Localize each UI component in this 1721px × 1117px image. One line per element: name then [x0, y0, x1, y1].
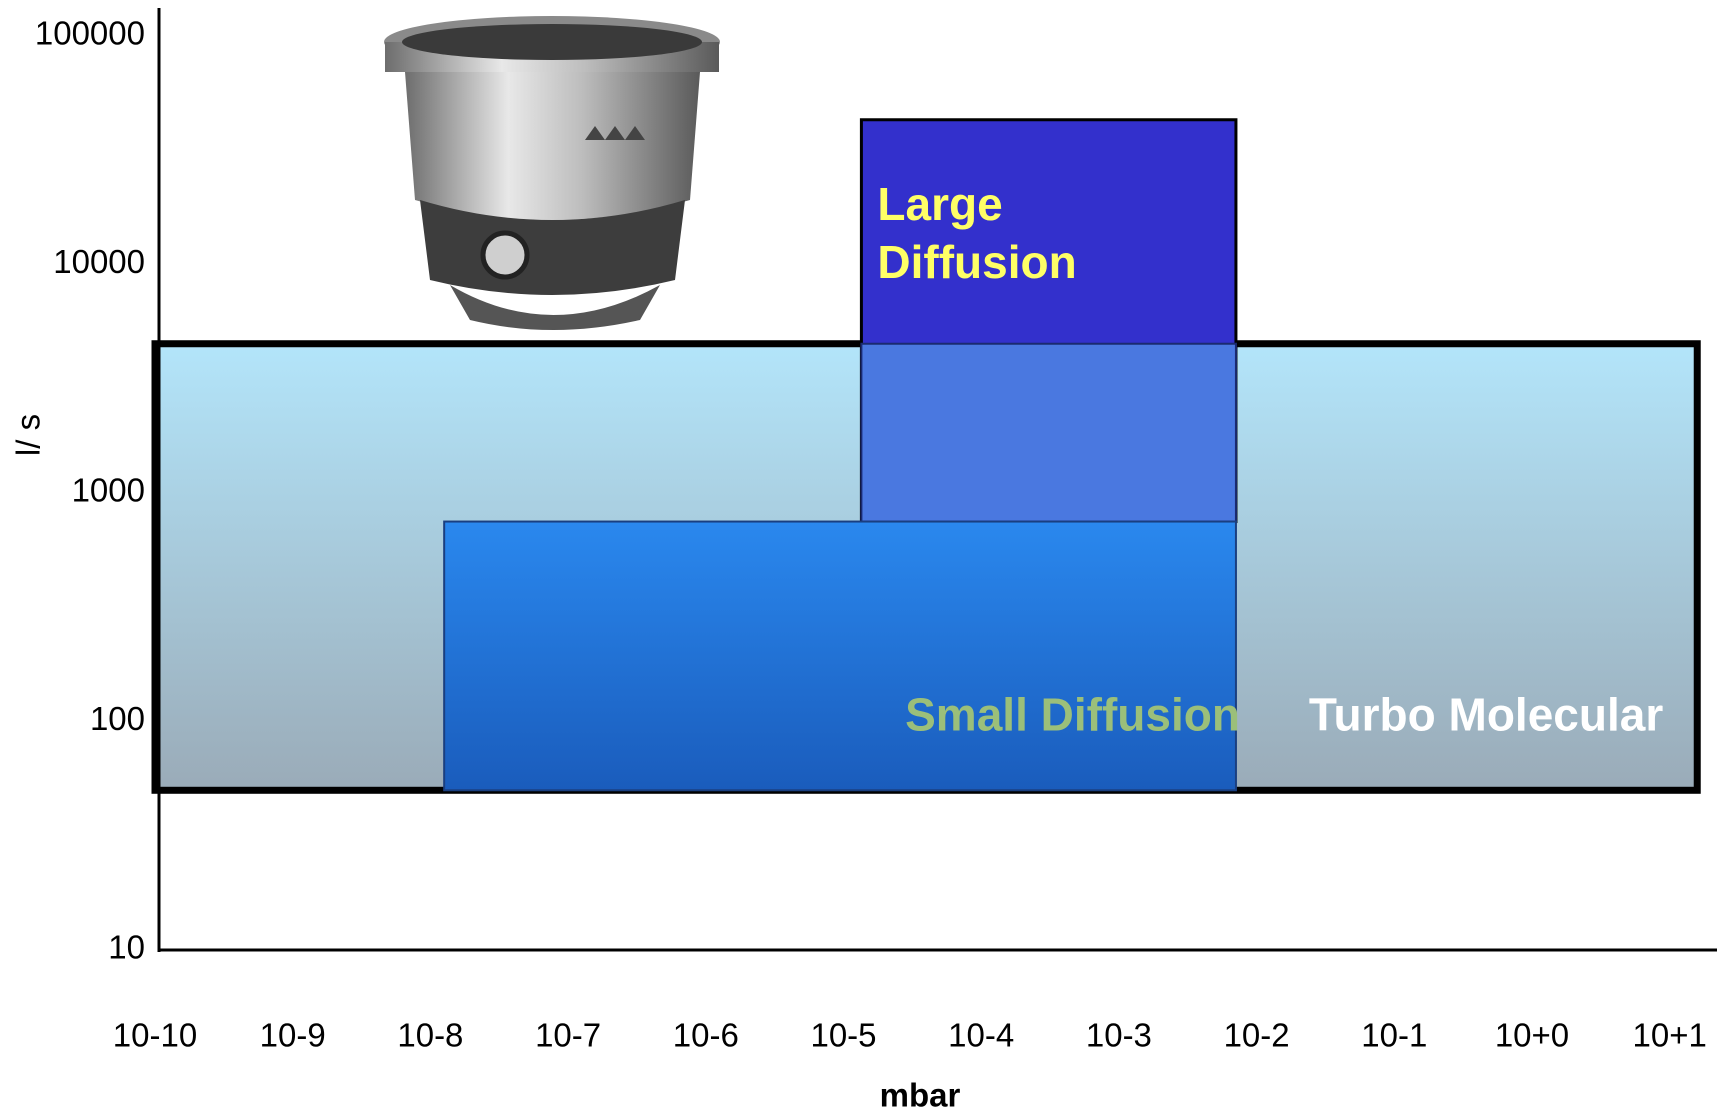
- box-label: Turbo Molecular: [1309, 688, 1663, 740]
- y-tick-label: 10000: [53, 243, 145, 280]
- x-tick-label: 10-5: [810, 1017, 876, 1054]
- y-tick-label: 100: [90, 700, 145, 737]
- x-tick-label: 10-1: [1361, 1017, 1427, 1054]
- x-tick-label: 10-9: [260, 1017, 326, 1054]
- overlap-region: [860, 342, 1237, 523]
- y-tick-label: 10: [108, 929, 145, 966]
- plot-area: Turbo Molecular Small Diffusion Large Diff…: [151, 118, 1701, 794]
- x-tick-label: 10-8: [397, 1017, 463, 1054]
- y-tick-label: 1000: [72, 472, 145, 509]
- x-tick-label: 10-7: [535, 1017, 601, 1054]
- x-axis-title: mbar: [880, 1077, 961, 1114]
- x-tick-label: 10-3: [1086, 1017, 1152, 1054]
- x-tick-label: 10-2: [1224, 1017, 1290, 1054]
- range-box: [443, 520, 1237, 792]
- pump-illustration: [384, 16, 720, 330]
- box-label: Small Diffusion: [905, 688, 1240, 740]
- y-axis-title: l/ s: [10, 414, 47, 456]
- x-tick-label: 10-6: [673, 1017, 739, 1054]
- box-label-frame: Large Diffusion: [877, 177, 1077, 289]
- x-tick-label: 10-10: [113, 1017, 197, 1054]
- x-tick-label: 10-4: [948, 1017, 1014, 1054]
- x-tick-label: 10+1: [1633, 1017, 1707, 1054]
- x-tick-label: 10+0: [1495, 1017, 1569, 1054]
- y-tick-label: 100000: [35, 15, 145, 52]
- box-label: Large Diffusion: [877, 177, 1077, 289]
